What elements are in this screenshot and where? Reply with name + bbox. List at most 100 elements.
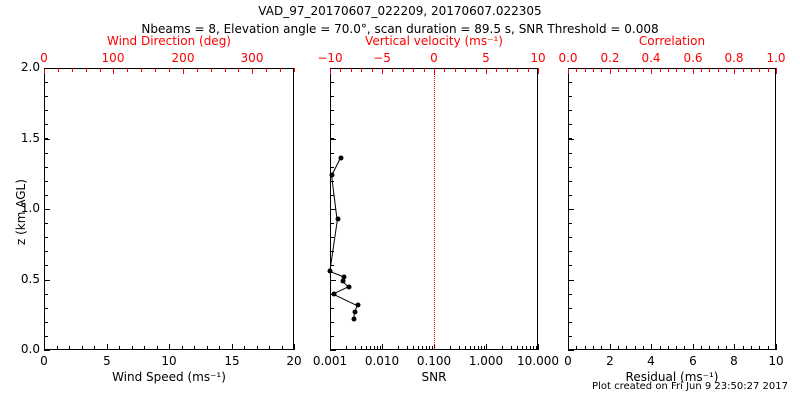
ytick-minor bbox=[568, 68, 572, 69]
xtick-minor-bottom bbox=[57, 346, 58, 350]
xtick-minor-bottom bbox=[257, 346, 258, 350]
ytick-minor bbox=[568, 124, 572, 125]
xticklabel-top-panel-3-5: 1.0 bbox=[766, 51, 786, 65]
yticklabel-4: 2.0 bbox=[20, 60, 40, 74]
ytick-minor bbox=[330, 308, 334, 309]
xtick-minor-bottom bbox=[726, 346, 727, 350]
xtick-minor-top bbox=[528, 68, 529, 72]
xtick-minor-bottom bbox=[530, 346, 531, 350]
xtick-minor-top bbox=[610, 68, 611, 72]
ytick-panel-3 bbox=[568, 139, 574, 140]
ytick-minor bbox=[568, 322, 572, 323]
xtick-minor-bottom bbox=[533, 346, 534, 350]
ytick-minor bbox=[44, 308, 48, 309]
xtick-minor-top bbox=[238, 68, 239, 72]
ytick-minor bbox=[568, 294, 572, 295]
x-axis-label-top-panel-2: Vertical velocity (ms⁻¹) bbox=[365, 34, 503, 48]
xtick-minor-bottom bbox=[734, 346, 735, 350]
xtick-minor-top bbox=[684, 68, 685, 72]
ytick-minor bbox=[568, 96, 572, 97]
xtick-minor-bottom bbox=[511, 346, 512, 350]
xtick-minor-bottom bbox=[407, 346, 408, 350]
xtick-minor-bottom bbox=[429, 346, 430, 350]
data-point-0-5 bbox=[340, 278, 346, 284]
xtick-minor-top bbox=[413, 68, 414, 72]
xtick-minor-top bbox=[465, 68, 466, 72]
xtick-minor-top bbox=[517, 68, 518, 72]
ytick-minor bbox=[568, 138, 572, 139]
xtick-minor-bottom bbox=[465, 346, 466, 350]
ytick-minor bbox=[330, 138, 334, 139]
ytick-minor bbox=[44, 251, 48, 252]
ytick-minor bbox=[44, 124, 48, 125]
xtick-minor-top bbox=[225, 68, 226, 72]
ytick-minor bbox=[44, 68, 48, 69]
xtick-minor-bottom bbox=[478, 346, 479, 350]
ytick-minor bbox=[44, 209, 48, 210]
xtick-minor-bottom bbox=[44, 346, 45, 350]
xtick-minor-top bbox=[58, 68, 59, 72]
xtick-minor-top bbox=[496, 68, 497, 72]
xtick-minor-top bbox=[776, 68, 777, 72]
ytick-minor bbox=[568, 280, 572, 281]
figure-title: VAD_97_20170607_022209, 20170607.022305 bbox=[258, 4, 542, 18]
ytick-minor bbox=[44, 153, 48, 154]
xtick-minor-bottom bbox=[377, 346, 378, 350]
yticklabel-0: 0.0 bbox=[20, 342, 40, 356]
figure-subtitle: Nbeams = 8, Elevation angle = 70.0°, sca… bbox=[141, 22, 659, 36]
xtick-minor-bottom bbox=[743, 346, 744, 350]
ytick-minor bbox=[44, 237, 48, 238]
xtick-minor-bottom bbox=[144, 346, 145, 350]
xtick-minor-bottom bbox=[618, 346, 619, 350]
ytick-minor bbox=[330, 265, 334, 266]
xtick-minor-bottom bbox=[502, 346, 503, 350]
xticklabel-top-panel-1-2: 200 bbox=[171, 51, 195, 65]
xtick-minor-bottom bbox=[450, 346, 451, 350]
ytick-minor bbox=[330, 195, 334, 196]
xtick-minor-top bbox=[141, 68, 142, 72]
xtick-minor-top bbox=[643, 68, 644, 72]
ytick-minor bbox=[568, 153, 572, 154]
xtick-minor-top bbox=[651, 68, 652, 72]
xtick-minor-top bbox=[676, 68, 677, 72]
xtick-minor-top bbox=[113, 68, 114, 72]
xtick-minor-bottom bbox=[157, 346, 158, 350]
ytick-minor bbox=[568, 336, 572, 337]
xticklabel-bottom-panel-2-1: 0.010 bbox=[364, 354, 400, 368]
xtick-minor-top bbox=[668, 68, 669, 72]
xtick-minor-top bbox=[294, 68, 295, 72]
xtick-minor-bottom bbox=[643, 346, 644, 350]
xtick-minor-top bbox=[392, 68, 393, 72]
ytick-minor bbox=[568, 181, 572, 182]
xtick-minor-bottom bbox=[593, 346, 594, 350]
xtick-minor-bottom bbox=[69, 346, 70, 350]
xtick-minor-top bbox=[635, 68, 636, 72]
xticklabel-top-panel-1-1: 100 bbox=[101, 51, 125, 65]
xticklabel-bottom-panel-2-0: 0.001 bbox=[312, 354, 348, 368]
xtick-minor-top bbox=[280, 68, 281, 72]
ytick-minor bbox=[330, 124, 334, 125]
xtick-minor-top bbox=[252, 68, 253, 72]
ytick-minor bbox=[568, 209, 572, 210]
xtick-minor-top bbox=[72, 68, 73, 72]
ytick-minor bbox=[568, 237, 572, 238]
ytick-minor bbox=[44, 138, 48, 139]
xticklabel-bottom-panel-3-5: 10 bbox=[768, 354, 784, 368]
ytick-minor bbox=[330, 167, 334, 168]
ytick-minor bbox=[330, 82, 334, 83]
xtick-minor-top bbox=[382, 68, 383, 72]
xticklabel-top-panel-3-1: 0.2 bbox=[600, 51, 620, 65]
xtick-minor-bottom bbox=[413, 346, 414, 350]
xtick-minor-top bbox=[593, 68, 594, 72]
xtick-minor-bottom bbox=[651, 346, 652, 350]
xtick-minor-bottom bbox=[676, 346, 677, 350]
xtick-bottom-panel-2 bbox=[330, 344, 331, 350]
xticklabel-bottom-panel-2-4: 10.000 bbox=[517, 354, 559, 368]
xtick-minor-bottom bbox=[481, 346, 482, 350]
xtick-minor-bottom bbox=[576, 346, 577, 350]
ytick-minor bbox=[44, 167, 48, 168]
xtick-minor-top bbox=[211, 68, 212, 72]
xtick-minor-bottom bbox=[82, 346, 83, 350]
xtick-minor-bottom bbox=[366, 346, 367, 350]
